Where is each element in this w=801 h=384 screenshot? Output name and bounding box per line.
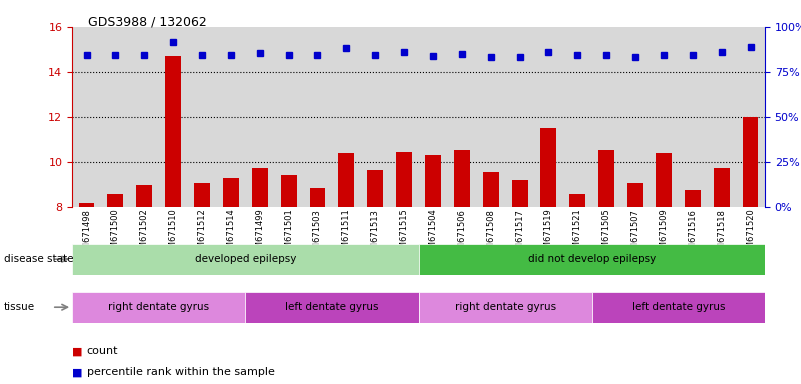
Text: left dentate gyrus: left dentate gyrus [632, 302, 725, 312]
Text: percentile rank within the sample: percentile rank within the sample [87, 367, 275, 377]
Text: did not develop epilepsy: did not develop epilepsy [528, 254, 656, 264]
Text: ■: ■ [72, 367, 83, 377]
Text: tissue: tissue [4, 302, 35, 312]
Bar [418, 244, 765, 275]
Bar [72, 292, 245, 323]
Text: right dentate gyrus: right dentate gyrus [455, 302, 556, 312]
Bar [627, 182, 643, 207]
Bar [743, 117, 759, 207]
Bar [570, 194, 586, 207]
Bar [136, 185, 152, 207]
Bar [223, 178, 239, 207]
Text: ■: ■ [72, 346, 83, 356]
Bar [78, 203, 95, 207]
Bar [396, 152, 412, 207]
Text: GDS3988 / 132062: GDS3988 / 132062 [88, 15, 207, 28]
Bar [309, 188, 325, 207]
Bar [245, 292, 418, 323]
Bar [165, 56, 181, 207]
Bar [418, 292, 592, 323]
Bar [107, 194, 123, 207]
Bar [512, 180, 528, 207]
Bar [714, 168, 730, 207]
Text: left dentate gyrus: left dentate gyrus [285, 302, 379, 312]
Text: count: count [87, 346, 118, 356]
Bar [454, 150, 469, 207]
Text: disease state: disease state [4, 254, 74, 264]
Bar [425, 156, 441, 207]
Bar [656, 153, 672, 207]
Bar [592, 292, 765, 323]
Text: right dentate gyrus: right dentate gyrus [108, 302, 209, 312]
Bar [685, 190, 701, 207]
Bar [252, 168, 268, 207]
Bar [72, 244, 418, 275]
Bar [368, 170, 383, 207]
Bar [280, 175, 296, 207]
Text: developed epilepsy: developed epilepsy [195, 254, 296, 264]
Bar [541, 128, 557, 207]
Bar [598, 150, 614, 207]
Bar [194, 182, 210, 207]
Bar [338, 153, 354, 207]
Bar [483, 172, 499, 207]
